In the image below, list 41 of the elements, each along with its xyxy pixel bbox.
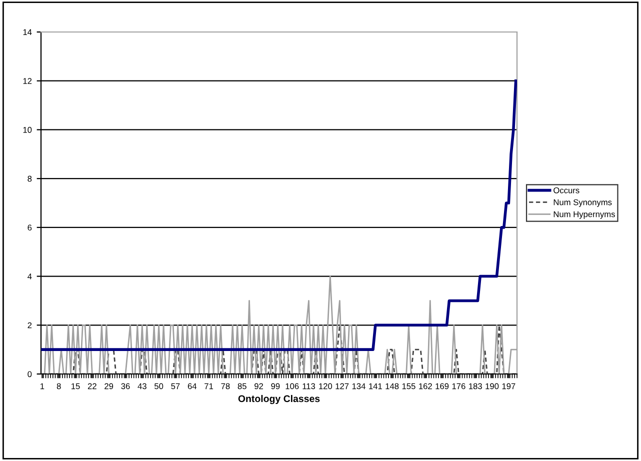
- x-tick-label: 15: [72, 383, 80, 390]
- x-tick-label: 36: [121, 383, 130, 390]
- legend-label: Occurs: [554, 187, 580, 194]
- legend-label: Num Synonyms: [554, 199, 612, 207]
- y-tick-label: 0: [28, 371, 32, 378]
- x-tick-label: 1: [40, 383, 44, 390]
- x-tick-label: 8: [56, 383, 61, 390]
- x-tick-label: 148: [386, 383, 399, 390]
- y-tick-label: 2: [28, 322, 32, 328]
- x-tick-label: 92: [254, 383, 263, 390]
- x-tick-label: 176: [452, 383, 466, 390]
- x-tick-label: 85: [238, 383, 246, 390]
- legend-label: Num Hypernyms: [554, 211, 615, 219]
- y-tick-label: 10: [23, 126, 32, 133]
- x-tick-label: 141: [369, 383, 382, 390]
- x-tick-label: 106: [286, 383, 299, 390]
- x-tick-label: 50: [154, 383, 164, 390]
- y-tick-label: 12: [23, 78, 32, 84]
- y-tick-label: 6: [28, 224, 32, 231]
- y-tick-label: 14: [23, 29, 32, 36]
- x-tick-label: 127: [336, 383, 349, 390]
- x-tick-label: 155: [402, 383, 416, 390]
- x-tick-label: 190: [486, 383, 499, 390]
- y-tick-label: 4: [28, 274, 32, 280]
- x-tick-label: 71: [204, 383, 214, 390]
- x-tick-label: 22: [88, 383, 96, 390]
- x-tick-label: 162: [419, 383, 432, 390]
- x-tick-label: 43: [138, 383, 146, 390]
- x-tick-label: 197: [502, 383, 516, 390]
- x-tick-label: 113: [302, 383, 316, 390]
- x-tick-label: 134: [352, 383, 366, 390]
- x-tick-label: 64: [188, 383, 197, 390]
- x-tick-label: 120: [319, 383, 332, 390]
- x-tick-label: 169: [436, 383, 449, 390]
- y-tick-label: 8: [28, 176, 32, 182]
- x-axis-title: Ontology Classes: [238, 394, 320, 404]
- x-tick-label: 99: [271, 383, 280, 390]
- x-tick-label: 57: [171, 383, 180, 390]
- x-tick-label: 29: [104, 383, 114, 390]
- x-tick-label: 78: [221, 383, 230, 390]
- x-tick-label: 183: [469, 383, 482, 390]
